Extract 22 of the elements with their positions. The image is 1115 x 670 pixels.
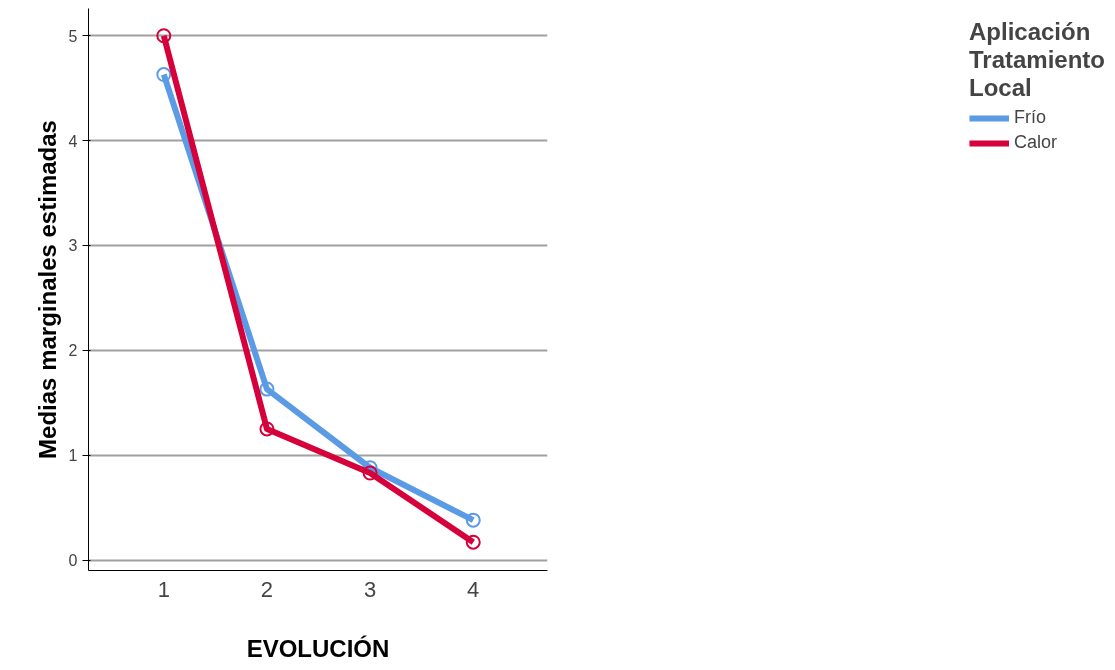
x-tick-label: 4 bbox=[467, 576, 480, 602]
y-tick-label: 5 bbox=[68, 27, 78, 45]
y-tick-label: 1 bbox=[68, 447, 78, 465]
y-tick-label: 0 bbox=[68, 552, 78, 570]
x-tick-label: 2 bbox=[260, 576, 274, 602]
x-axis-title: EVOLUCIÓN bbox=[246, 634, 390, 662]
legend-title: Aplicación Tratamiento Local bbox=[968, 18, 1105, 102]
legend-label: Calor bbox=[1013, 132, 1057, 153]
point bbox=[156, 67, 172, 83]
point bbox=[465, 534, 481, 550]
point bbox=[465, 512, 481, 528]
point bbox=[362, 465, 378, 481]
y-tick-label: 3 bbox=[68, 237, 78, 255]
y-tick-label: 4 bbox=[68, 132, 78, 150]
x-tick-label: 1 bbox=[157, 576, 170, 602]
point bbox=[259, 421, 275, 437]
y-axis-title: Medias marginales estimadas bbox=[33, 120, 61, 459]
point bbox=[156, 28, 172, 44]
legend-label: Frío bbox=[1013, 107, 1046, 128]
y-tick-label: 2 bbox=[68, 342, 78, 360]
x-tick-label: 3 bbox=[363, 576, 377, 602]
point bbox=[259, 381, 275, 397]
